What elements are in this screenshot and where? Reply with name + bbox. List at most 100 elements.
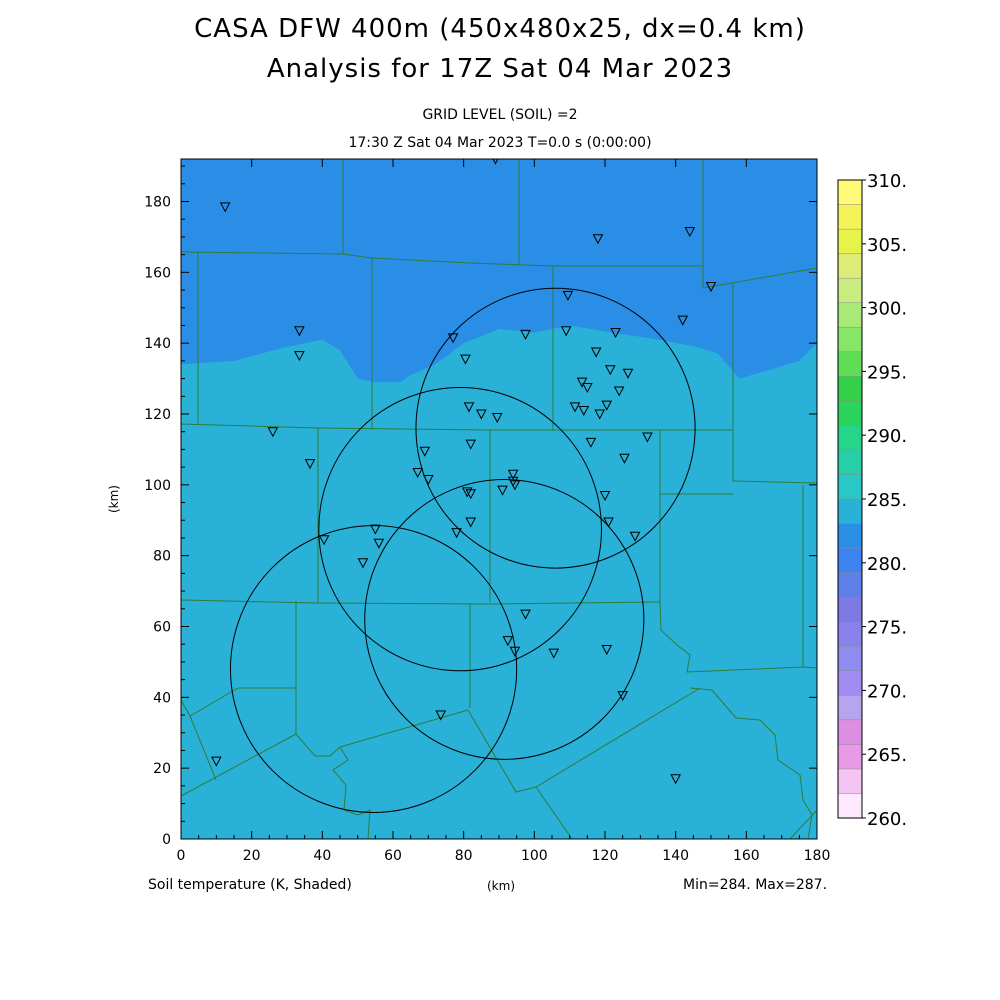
station-marker bbox=[373, 538, 385, 549]
y-axis-label: (km) bbox=[107, 485, 121, 513]
colorbar-segment bbox=[837, 768, 863, 794]
station-marker bbox=[304, 459, 316, 470]
colorbar-label: 260. bbox=[867, 809, 907, 830]
station-marker bbox=[461, 487, 473, 498]
colorbar-label: 265. bbox=[867, 745, 907, 766]
station-marker bbox=[476, 409, 487, 420]
colorbar-segment bbox=[837, 596, 863, 622]
station-marker bbox=[520, 609, 531, 620]
map-subtitle: Analysis for 17Z Sat 04 Mar 2023 bbox=[266, 54, 734, 84]
colorbar-segment bbox=[837, 547, 863, 573]
colorbar-segment bbox=[837, 498, 863, 524]
station-marker bbox=[509, 480, 521, 491]
station-marker bbox=[447, 333, 459, 344]
station-marker bbox=[569, 402, 581, 413]
colorbar-segment bbox=[837, 179, 863, 205]
station-marker bbox=[560, 326, 572, 337]
radar-range-ring bbox=[415, 287, 696, 569]
colorbar-segment bbox=[837, 621, 863, 647]
station-marker bbox=[460, 354, 471, 365]
colorbar-label: 305. bbox=[867, 235, 907, 256]
station-marker bbox=[412, 467, 424, 479]
station-marker bbox=[604, 365, 616, 376]
radar-range-rings bbox=[229, 287, 696, 813]
colorbar-label: 280. bbox=[867, 554, 907, 575]
colorbar-segment bbox=[837, 670, 863, 696]
station-marker bbox=[705, 282, 717, 293]
colorbar-segment bbox=[837, 253, 863, 279]
radar-range-ring bbox=[364, 479, 645, 760]
colorbar-segment bbox=[837, 793, 863, 819]
station-marker bbox=[599, 490, 611, 502]
field-label: Soil temperature (K, Shaded) bbox=[148, 877, 352, 893]
colorbar-segment bbox=[837, 302, 863, 328]
x-tick-label: 160 bbox=[733, 848, 760, 864]
y-tick-label: 100 bbox=[144, 478, 171, 494]
station-marker bbox=[629, 531, 641, 542]
station-marker bbox=[357, 558, 369, 569]
valid-time-label: 17:30 Z Sat 04 Mar 2023 T=0.0 s (0:00:00… bbox=[348, 135, 652, 151]
colorbar-segment bbox=[837, 474, 863, 500]
y-tick-label: 120 bbox=[144, 407, 171, 423]
station-marker bbox=[267, 427, 279, 438]
station-marker bbox=[603, 517, 614, 528]
y-tick-label: 60 bbox=[153, 620, 171, 636]
colorbar-label: 295. bbox=[867, 362, 907, 383]
station-marker bbox=[582, 382, 593, 394]
cold-soil-region bbox=[181, 159, 817, 383]
station-marker bbox=[451, 528, 462, 539]
colorbar-segment bbox=[837, 695, 863, 721]
station-marker bbox=[423, 475, 434, 486]
colorbar-label: 275. bbox=[867, 618, 907, 639]
colorbar-segment bbox=[837, 719, 863, 745]
county-boundaries bbox=[181, 159, 817, 839]
station-marker bbox=[435, 710, 447, 721]
station-marker bbox=[578, 405, 590, 417]
colorbar-segment bbox=[837, 351, 863, 377]
station-marker bbox=[211, 756, 222, 767]
station-marker bbox=[294, 351, 305, 362]
y-tick-label: 20 bbox=[153, 761, 171, 777]
station-marker bbox=[617, 691, 628, 702]
station-marker bbox=[642, 432, 653, 443]
station-marker bbox=[520, 329, 531, 340]
y-tick-label: 140 bbox=[144, 336, 171, 352]
y-tick-label: 180 bbox=[144, 195, 171, 211]
radar-range-ring bbox=[318, 386, 602, 672]
y-tick-label: 0 bbox=[162, 832, 171, 848]
colorbar-label: 290. bbox=[867, 426, 907, 447]
station-marker bbox=[318, 535, 330, 546]
station-marker bbox=[294, 326, 305, 337]
station-marker bbox=[590, 347, 602, 358]
station-marker bbox=[562, 290, 574, 301]
station-marker bbox=[465, 439, 477, 450]
colorbar-segment bbox=[837, 376, 863, 402]
station-marker bbox=[548, 648, 560, 659]
station-marker bbox=[677, 315, 689, 326]
station-marker bbox=[576, 377, 588, 388]
station-marker bbox=[219, 202, 231, 213]
colorbar-segment bbox=[837, 400, 863, 426]
station-marker bbox=[684, 227, 696, 238]
station-marker bbox=[592, 234, 604, 245]
station-markers bbox=[211, 159, 717, 785]
colorbar-segment bbox=[837, 523, 863, 549]
station-marker bbox=[594, 409, 606, 420]
station-marker bbox=[601, 645, 613, 656]
station-marker bbox=[497, 485, 508, 496]
colorbar-segment bbox=[837, 277, 863, 303]
x-tick-label: 60 bbox=[384, 848, 402, 864]
colorbar-segment bbox=[837, 572, 863, 598]
station-marker bbox=[613, 386, 625, 397]
colorbar: 260. 265. 270. 275. 280. 285. 290. 295. 300. 305.… bbox=[837, 171, 907, 830]
colorbar-segment bbox=[837, 744, 863, 770]
station-marker bbox=[507, 469, 519, 480]
colorbar-label: 300. bbox=[867, 299, 907, 320]
station-marker bbox=[502, 636, 514, 647]
y-tick-label: 40 bbox=[153, 690, 171, 706]
colorbar-segment bbox=[837, 228, 863, 254]
colorbar-label: 285. bbox=[867, 490, 907, 511]
colorbar-segment bbox=[837, 646, 863, 671]
x-tick-label: 180 bbox=[804, 848, 831, 864]
